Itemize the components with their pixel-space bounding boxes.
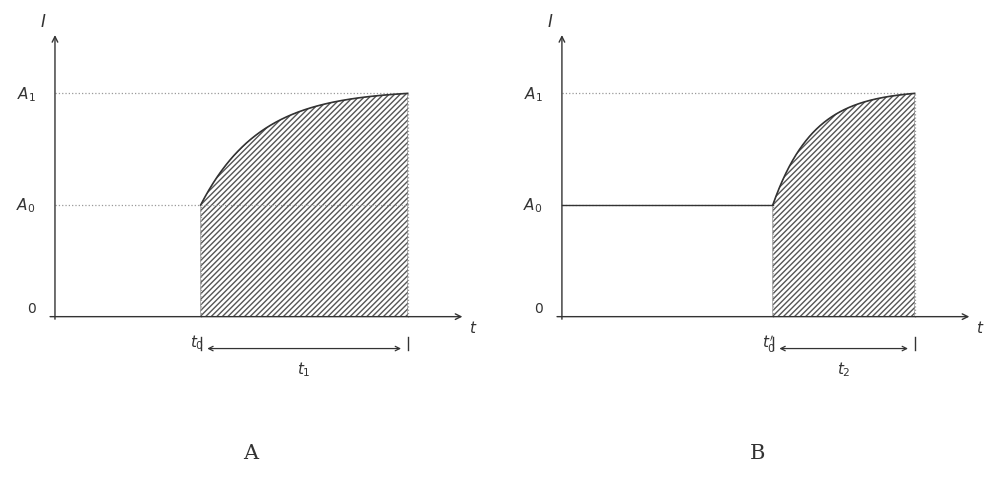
Text: $A_1$: $A_1$	[524, 85, 543, 104]
Text: $A_0$: $A_0$	[16, 196, 36, 215]
Text: B: B	[750, 443, 765, 462]
Text: $I$: $I$	[40, 13, 47, 31]
Text: $t_1$: $t_1$	[297, 360, 311, 378]
Text: $t_0$: $t_0$	[190, 333, 204, 351]
Text: A: A	[243, 443, 258, 462]
Text: $t_2$: $t_2$	[837, 360, 851, 378]
Text: $I$: $I$	[547, 13, 554, 31]
Text: 0: 0	[27, 302, 36, 316]
Text: 0: 0	[534, 302, 543, 316]
Text: $t_0'$: $t_0'$	[762, 333, 776, 354]
Text: $t$: $t$	[976, 320, 984, 336]
Text: $t$: $t$	[469, 320, 477, 336]
Text: $A_0$: $A_0$	[523, 196, 543, 215]
Text: $A_1$: $A_1$	[17, 85, 36, 104]
